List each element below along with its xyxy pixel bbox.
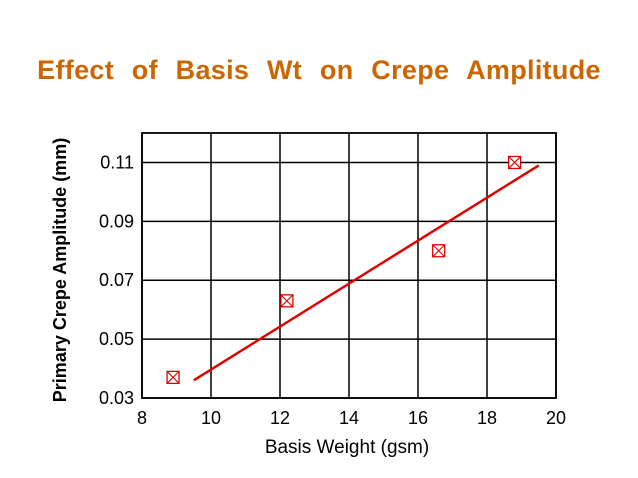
x-tick-label: 14 (339, 408, 359, 428)
y-tick-label: 0.07 (99, 270, 134, 290)
y-tick-label: 0.11 (100, 152, 134, 172)
marker-cross (166, 370, 180, 384)
data-point (432, 244, 446, 258)
marker-cross (432, 244, 446, 258)
y-axis-label: Primary Crepe Amplitude (mm) (50, 138, 70, 402)
chart-title: Effect of Basis Wt on Crepe Amplitude (37, 55, 601, 85)
x-tick-label: 16 (408, 408, 428, 428)
y-tick-label: 0.03 (99, 388, 134, 408)
y-tick-label: 0.09 (99, 211, 134, 231)
x-tick-label: 18 (477, 408, 497, 428)
x-tick-label: 8 (137, 408, 147, 428)
grid (141, 132, 557, 399)
marker-cross (280, 294, 294, 308)
x-tick-label: 20 (546, 408, 566, 428)
trendline (193, 164, 540, 382)
data-point (507, 155, 522, 170)
trendline-group (193, 164, 540, 382)
y-tick-label: 0.05 (99, 329, 134, 349)
x-tick-label: 12 (270, 408, 290, 428)
data-point (166, 370, 180, 385)
y-tick-labels: 0.03 0.05 0.07 0.09 0.11 (99, 152, 134, 408)
data-point (280, 294, 294, 308)
data-points (166, 155, 522, 385)
x-tick-label: 10 (201, 408, 221, 428)
x-axis-label: Basis Weight (gsm) (265, 437, 429, 458)
marker-cross (508, 156, 521, 169)
plot-border (141, 132, 557, 399)
x-tick-labels: 8 10 12 14 16 18 20 (137, 408, 566, 428)
